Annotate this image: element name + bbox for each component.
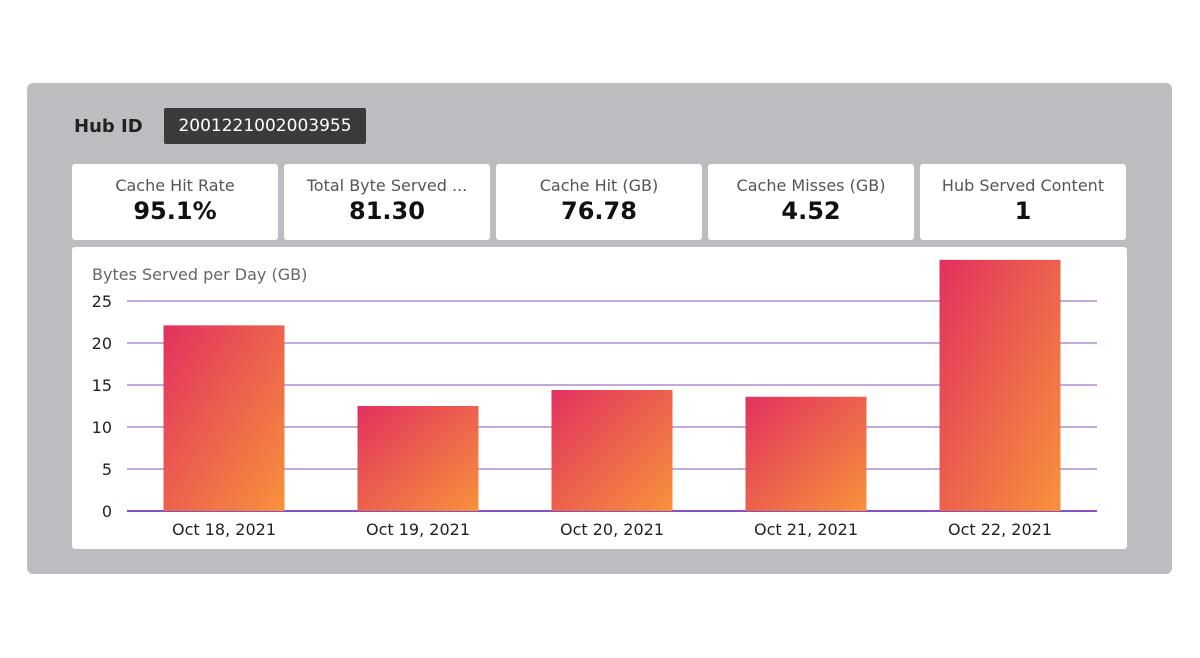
kpi-label: Cache Hit Rate	[115, 176, 235, 195]
kpi-label: Cache Misses (GB)	[736, 176, 886, 195]
kpi-cache-hit-rate: Cache Hit Rate 95.1%	[72, 164, 278, 240]
x-tick-label: Oct 18, 2021	[172, 520, 276, 539]
x-tick-label: Oct 20, 2021	[560, 520, 664, 539]
kpi-hub-served-content: Hub Served Content 1	[920, 164, 1126, 240]
x-tick-label: Oct 22, 2021	[948, 520, 1052, 539]
kpi-label: Cache Hit (GB)	[539, 176, 659, 195]
y-tick-label: 10	[92, 418, 112, 437]
y-tick-label: 0	[102, 502, 112, 521]
kpi-total-byte-served: Total Byte Served ... 81.30	[284, 164, 490, 240]
y-tick-label: 5	[102, 460, 112, 479]
kpi-value: 81.30	[349, 197, 425, 225]
hub-id-label: Hub ID	[74, 116, 143, 137]
chart-card: Bytes Served per Day (GB) 0 5 10 15 20 25 Oct …	[72, 247, 1127, 549]
kpi-value: 4.52	[781, 197, 841, 225]
hub-panel: Hub ID 2001221002003955 Cache Hit Rate 9…	[27, 83, 1172, 574]
bar	[163, 325, 285, 511]
x-tick-label: Oct 19, 2021	[366, 520, 470, 539]
x-tick-label: Oct 21, 2021	[754, 520, 858, 539]
hub-id-value: 2001221002003955	[164, 108, 366, 144]
kpi-cache-hit: Cache Hit (GB) 76.78	[496, 164, 702, 240]
bar-chart: 0 5 10 15 20 25 Oct 18, 2021 Oct 19, 2021 Oct 20…	[92, 259, 1097, 539]
kpi-value: 1	[1014, 197, 1032, 225]
kpi-cache-misses: Cache Misses (GB) 4.52	[708, 164, 914, 240]
chart-title: Bytes Served per Day (GB)	[92, 265, 308, 284]
bar	[551, 390, 673, 511]
bar	[357, 406, 479, 511]
kpi-value: 76.78	[561, 197, 637, 225]
y-tick-label: 20	[92, 334, 112, 353]
kpi-label: Total Byte Served ...	[306, 176, 468, 195]
kpi-value: 95.1%	[133, 197, 217, 225]
y-tick-label: 15	[92, 376, 112, 395]
y-tick-label: 25	[92, 292, 112, 311]
bar	[939, 259, 1061, 511]
bar	[745, 396, 867, 511]
kpi-label: Hub Served Content	[941, 176, 1105, 195]
